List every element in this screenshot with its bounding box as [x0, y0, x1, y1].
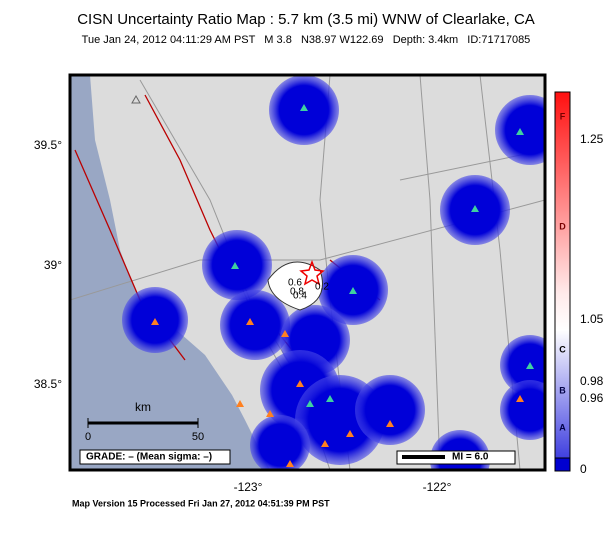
lat-label: 38.5°	[34, 377, 62, 391]
colorbar-tick: 1.25	[580, 132, 604, 146]
contour-label: 0.6	[288, 278, 302, 289]
legend-text: MI = 6.0	[452, 452, 489, 463]
grade-letter: D	[559, 221, 566, 231]
colorbar: 1.25 1.05 0.98 0.96 0 F D C B A	[554, 91, 604, 476]
footer: Map Version 15 Processed Fri Jan 27, 201…	[72, 498, 330, 508]
grade-letter: F	[560, 111, 566, 121]
lat-label: 39.5°	[34, 138, 62, 152]
lon-label: -123°	[234, 480, 263, 494]
grade-letter: B	[559, 385, 566, 395]
contour-label: 0.4	[293, 291, 307, 302]
map: 0.6 0.8 0.2 0.4 GRADE: – (Mean sigma: –)…	[70, 75, 545, 470]
lat-label: 39°	[44, 258, 62, 272]
colorbar-tick: 0.98	[580, 374, 604, 388]
ocean	[70, 75, 270, 470]
title: CISN Uncertainty Ratio Map : 5.7 km (3.5…	[77, 11, 535, 28]
colorbar-tick: 0	[580, 462, 587, 476]
scale-bar: km 0 50	[85, 400, 204, 443]
stations	[131, 94, 534, 467]
scale-end: 50	[192, 431, 204, 443]
epicenter	[299, 259, 325, 286]
contour	[267, 261, 323, 311]
map-frame	[68, 73, 547, 472]
lon-label: -122°	[423, 480, 452, 494]
legend-box	[396, 450, 516, 465]
subtitle: Tue Jan 24, 2012 04:11:29 AM PST M 3.8 N…	[82, 34, 531, 46]
colorbar-tick: 0.96	[580, 391, 604, 405]
grade: GRADE: – (Mean sigma: –)	[86, 452, 212, 463]
scale-unit: km	[135, 400, 151, 414]
contour-label: 0.2	[315, 282, 329, 293]
grade-box	[79, 449, 231, 465]
scale-start: 0	[85, 431, 91, 443]
grade-letter: C	[559, 344, 566, 354]
grade-letter: A	[559, 422, 566, 432]
colorbar-tick: 1.05	[580, 312, 604, 326]
contour-label: 0.8	[290, 287, 304, 298]
